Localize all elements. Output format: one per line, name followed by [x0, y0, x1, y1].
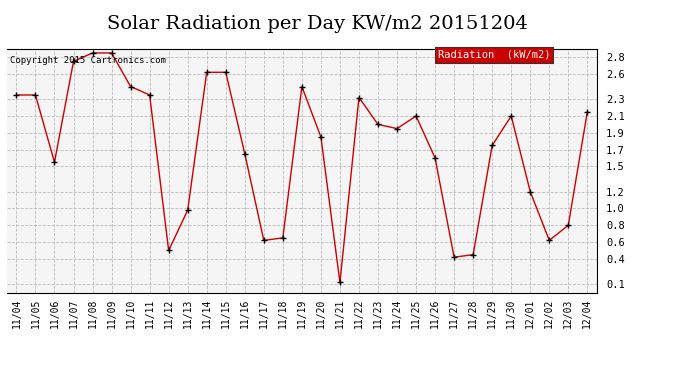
- Text: Solar Radiation per Day KW/m2 20151204: Solar Radiation per Day KW/m2 20151204: [107, 15, 528, 33]
- Text: Radiation  (kW/m2): Radiation (kW/m2): [437, 50, 550, 60]
- Text: Copyright 2015 Cartronics.com: Copyright 2015 Cartronics.com: [10, 56, 166, 65]
